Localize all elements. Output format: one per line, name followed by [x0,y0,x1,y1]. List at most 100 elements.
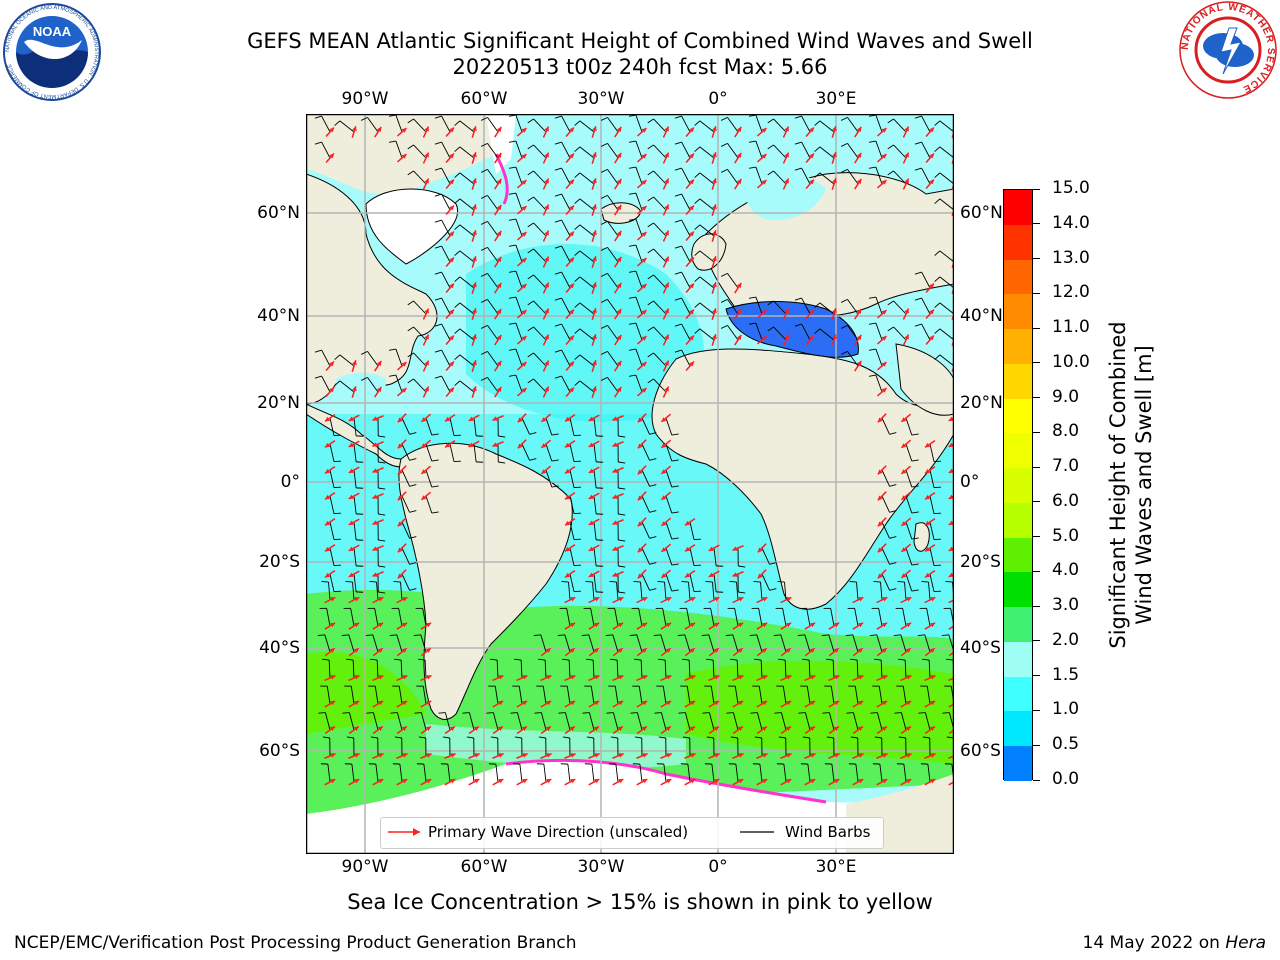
wind-barb [600,142,619,159]
colorbar-tick-label: 3.0 [1052,595,1080,616]
colorbar-tick-mark [1033,501,1040,503]
wave-direction-arrow [516,387,528,397]
wave-direction-arrow [711,126,717,138]
wave-direction-arrow [711,308,717,320]
wind-barb [750,712,763,731]
wind-barb [438,712,451,731]
wave-direction-arrow [660,725,672,735]
wind-barb [527,274,547,289]
wave-direction-arrow [805,178,815,190]
wave-direction-arrow [420,647,432,657]
wind-barb [425,469,439,488]
wind-barb [600,376,619,393]
wave-direction-arrow [420,465,432,475]
wind-barb [434,375,451,393]
wind-barb [574,172,595,185]
wave-direction-arrow [852,674,864,682]
wave-direction-arrow [852,622,864,630]
wind-barb [748,114,763,133]
wave-direction-arrow [637,413,647,423]
wind-barb [368,763,379,783]
wind-barb [694,172,715,185]
wind-barb [934,302,954,315]
wave-direction-arrow [732,571,744,577]
footer-date: 14 May 2022 on Hera [1083,933,1267,953]
wave-direction-arrow [396,596,408,604]
wave-direction-arrow [902,308,910,320]
wave-direction-arrow [684,544,696,552]
wave-direction-arrow [516,127,528,137]
madagascar [913,522,930,552]
wind-barb [868,140,883,159]
wave-direction-arrow [348,518,360,526]
wave-direction-arrow [877,413,887,423]
wave-direction-arrow [542,308,550,320]
wave-direction-arrow [711,204,717,216]
noaa-logo-wordmark: NOAA [33,24,72,39]
wave-direction-arrow [925,152,935,164]
wind-barb [393,580,403,601]
wind-barb [881,547,897,565]
wave-direction-arrow [324,647,336,657]
wave-direction-arrow [684,622,696,630]
wave-direction-arrow [660,647,672,657]
wave-direction-arrow [780,778,792,786]
wave-direction-arrow [636,622,648,630]
wave-direction-arrow [876,725,888,735]
wave-direction-arrow [780,725,792,735]
wave-direction-arrow [445,360,455,372]
wave-direction-arrow [445,256,455,268]
wind-barb [794,323,811,341]
wind-barb [353,495,364,515]
wind-barb [377,417,386,438]
wind-barb [407,300,427,315]
wave-direction-arrow [900,491,912,501]
wind-barb [329,469,341,489]
wave-direction-arrow [757,543,767,553]
wave-direction-arrow [780,647,792,657]
lat-label-left-40n: 40°N [257,306,300,326]
wind-barb [674,323,691,341]
wave-direction-arrow [852,725,864,735]
wind-barb [538,658,547,679]
wave-direction-arrow [614,308,622,320]
wind-barb [934,250,954,263]
wave-direction-arrow [564,778,576,786]
wave-direction-arrow [445,204,455,216]
wind-barb [647,378,667,393]
wave-direction-arrow [636,309,648,319]
lat-label-left-20s: 20°S [259,552,300,572]
wind-barb [705,580,715,601]
wind-barb [600,220,619,237]
wind-barb-legend-icon [740,831,774,833]
wind-barb [480,116,499,133]
wind-barb [533,634,547,653]
lon-label-top-30w: 30°W [577,89,625,109]
wind-barb [377,521,386,542]
wave-direction-arrow [854,178,862,190]
wave-direction-arrow [684,518,696,526]
wave-direction-arrow [831,178,837,190]
colorbar-tick-label: 13.0 [1052,247,1090,268]
wave-direction-arrow [734,334,742,346]
wind-barb [416,763,427,783]
colorbar-segment [1004,259,1032,295]
wave-direction-arrow [708,778,720,786]
wave-direction-arrow [804,622,816,630]
wave-direction-arrow [852,647,864,657]
wind-barb [527,170,547,185]
wind-barb [582,712,595,731]
wind-barb [480,376,499,393]
wind-barb [814,328,835,341]
wind-barb [454,328,475,341]
wind-barb [893,634,907,653]
wind-barb [826,736,835,757]
wind-barb [799,607,811,627]
wind-barb [454,120,475,133]
wave-direction-arrow [516,674,528,682]
wind-barb [586,658,595,679]
wave-direction-arrow [660,413,672,423]
wind-barb [329,443,341,463]
wave-direction-arrow [804,725,816,735]
wave-direction-arrow [612,519,624,525]
